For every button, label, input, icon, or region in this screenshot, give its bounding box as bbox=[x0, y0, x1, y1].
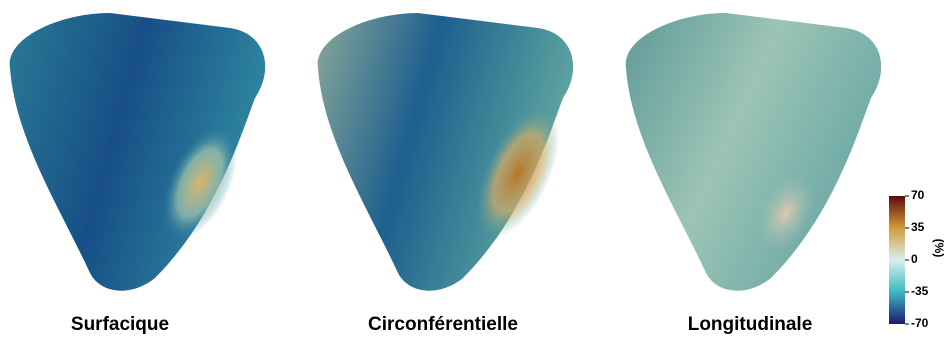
colorbar-tick-label: 70 bbox=[911, 188, 925, 202]
panel-label: Longitudinale bbox=[688, 314, 813, 335]
colorbar-label: (%) bbox=[932, 239, 946, 258]
colorbar bbox=[889, 196, 905, 324]
colorbar-tick-label: 0 bbox=[911, 252, 918, 266]
heart-longitudinale bbox=[625, 13, 882, 291]
colorbar-tick-label: -35 bbox=[911, 284, 929, 298]
colorbar-tick-label: -70 bbox=[911, 316, 929, 330]
panel-label: Surfacique bbox=[71, 314, 169, 335]
colorbar-tick-label: 35 bbox=[911, 220, 925, 234]
panel-label: Circonférentielle bbox=[368, 314, 518, 335]
heart-circonferentielle bbox=[317, 13, 574, 291]
heart-surfacique bbox=[9, 13, 266, 291]
